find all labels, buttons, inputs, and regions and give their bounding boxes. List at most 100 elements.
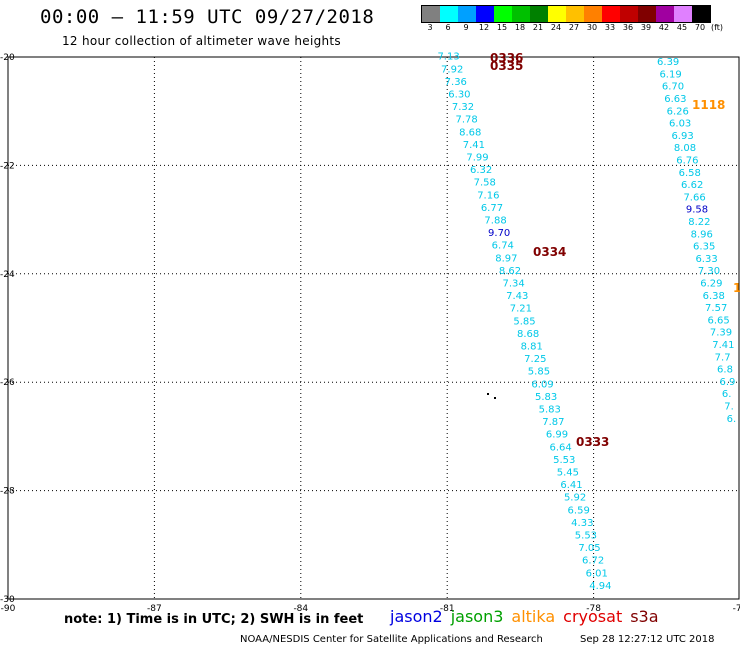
wave-height-value: 7.	[724, 402, 734, 413]
legend-swatch	[422, 6, 440, 22]
wave-height-value: 6.93	[671, 131, 693, 142]
legend-swatch	[584, 6, 602, 22]
legend-swatch	[692, 6, 710, 22]
lat-tick-label: -24	[0, 270, 15, 280]
lat-tick-label: -30	[0, 595, 15, 605]
wave-height-value: 5.83	[539, 405, 561, 416]
map-dot	[487, 393, 489, 395]
wave-height-value: 4.33	[571, 518, 593, 529]
legend-label: 3	[427, 23, 433, 32]
legend-swatch	[656, 6, 674, 22]
wave-height-value: 8.97	[495, 253, 517, 264]
legend-label: 33	[604, 23, 616, 32]
legend-label: 9	[463, 23, 469, 32]
wave-height-value: 7.66	[683, 192, 705, 203]
wave-height-value: 6.76	[676, 156, 698, 167]
wave-height-value: 6.62	[681, 180, 703, 191]
map-frame	[7, 56, 740, 600]
wave-height-value: 7.87	[542, 417, 564, 428]
satellite-legend-item: cryosat	[563, 607, 623, 626]
legend-label: 27	[568, 23, 580, 32]
wave-height-value: 7.13	[437, 52, 459, 63]
legend-label: 12	[478, 23, 490, 32]
legend-unit: (ft)	[710, 23, 724, 32]
wave-height-value: 5.83	[535, 392, 557, 403]
lat-tick-label: -22	[0, 161, 15, 171]
wave-height-value: 9.70	[488, 228, 510, 239]
wave-height-value: 6.74	[492, 241, 514, 252]
lat-tick-label: -28	[0, 487, 15, 497]
color-legend	[421, 5, 711, 23]
wave-height-value: 5.53	[553, 455, 575, 466]
lon-tick-label: -87	[147, 604, 162, 614]
wave-height-value: 6.32	[470, 165, 492, 176]
wave-height-value: 6.65	[707, 315, 729, 326]
pass-time-label: 1118	[692, 98, 725, 112]
wave-height-value: 5.85	[513, 316, 535, 327]
legend-label: 6	[445, 23, 451, 32]
legend-swatch	[548, 6, 566, 22]
legend-label: 15	[496, 23, 508, 32]
lon-tick-label: -75	[733, 604, 740, 614]
wave-height-value: 7.32	[452, 102, 474, 113]
legend-swatch	[674, 6, 692, 22]
wave-height-value: 8.68	[459, 127, 481, 138]
wave-height-value: 6.33	[695, 254, 717, 265]
wave-height-value: 8.62	[499, 266, 521, 277]
legend-label: 30	[586, 23, 598, 32]
lat-tick-label: -20	[0, 53, 15, 63]
wave-height-value: 7.57	[705, 303, 727, 314]
wave-height-value: 7.7	[715, 352, 731, 363]
satellite-legend-item: s3a	[630, 607, 659, 626]
wave-height-value: 8.22	[688, 217, 710, 228]
wave-height-value: 6.77	[481, 203, 503, 214]
wave-height-value: 7.34	[502, 279, 524, 290]
wave-height-value: 7.78	[456, 115, 478, 126]
wave-height-value: 7.41	[712, 340, 734, 351]
map-axes: -90 -87 -84 -81 -78 -75 -20 -22 -24 -26 -28 -30	[0, 53, 740, 614]
legend-label: 21	[532, 23, 544, 32]
wave-height-value: 8.68	[517, 329, 539, 340]
wave-height-value: 6.03	[669, 119, 691, 130]
wave-height-value: 6.01	[586, 568, 608, 579]
satellite-legend: jason2 jason3 altika cryosat s3a	[390, 607, 667, 626]
note-text: note: 1) Time is in UTC; 2) SWH is in fe…	[64, 612, 364, 627]
pass-time-label: 0333	[576, 435, 609, 449]
wave-height-value: 7.16	[477, 190, 499, 201]
wave-height-value: 7.05	[578, 543, 600, 554]
map-subtitle: 12 hour collection of altimeter wave hei…	[62, 34, 341, 48]
wave-height-value: 5.92	[564, 493, 586, 504]
wave-height-value: 6.58	[679, 168, 701, 179]
wave-height-value: 6.59	[568, 505, 590, 516]
wave-height-value: 7.92	[441, 64, 463, 75]
wave-height-value: 7.58	[474, 178, 496, 189]
wave-height-value: 7.36	[445, 77, 467, 88]
wave-height-value: 5.45	[557, 468, 579, 479]
pass-time-label: 0335	[490, 59, 523, 73]
altimeter-tracks: 7.137.927.366.307.327.788.687.417.996.32…	[437, 52, 736, 592]
wave-height-value: 6.	[727, 414, 737, 425]
map-dot	[494, 397, 496, 399]
map-grid	[7, 56, 740, 600]
legend-label: 70	[694, 23, 706, 32]
lon-tick-label: -81	[440, 604, 455, 614]
wave-height-value: 7.99	[466, 153, 488, 164]
legend-swatch	[620, 6, 638, 22]
legend-swatch	[530, 6, 548, 22]
wave-height-value: 6.29	[700, 279, 722, 290]
wave-height-value: 4.94	[589, 581, 611, 592]
lon-tick-label: -78	[586, 604, 601, 614]
legend-swatch	[566, 6, 584, 22]
legend-swatch	[494, 6, 512, 22]
legend-label: 24	[550, 23, 562, 32]
wave-height-value: 6.19	[659, 69, 681, 80]
legend-swatch	[602, 6, 620, 22]
wave-height-value: 8.08	[674, 143, 696, 154]
wave-height-value: 6.8	[717, 365, 733, 376]
wave-height-value: 5.85	[528, 367, 550, 378]
wave-height-value: 6.26	[667, 106, 689, 117]
wave-height-value: 8.96	[691, 229, 713, 240]
legend-swatch	[476, 6, 494, 22]
